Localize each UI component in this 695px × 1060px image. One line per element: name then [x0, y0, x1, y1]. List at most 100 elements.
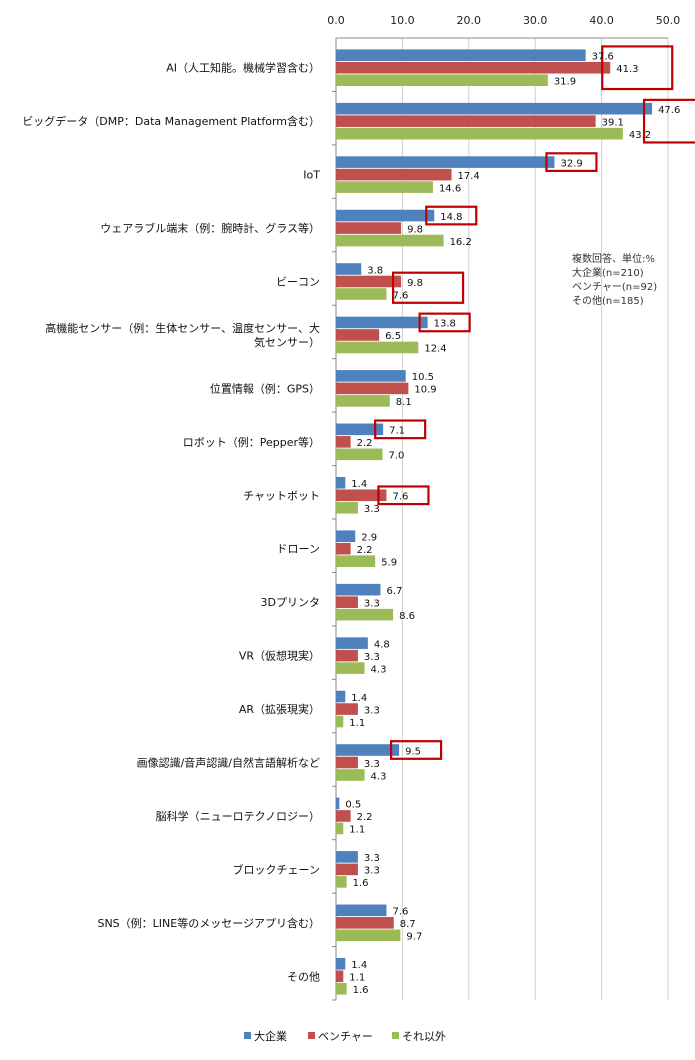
- data-label: 14.6: [439, 183, 461, 194]
- data-label: 3.8: [367, 265, 383, 276]
- highlight-box: [601, 45, 674, 91]
- data-label: 7.6: [392, 907, 408, 918]
- data-label: 6.5: [385, 331, 401, 342]
- highlight-box: [642, 98, 695, 144]
- legend-label: 大企業: [254, 1029, 287, 1043]
- bar-large-company: [336, 583, 381, 596]
- bar-other: [336, 662, 365, 674]
- bar-large-company: [336, 316, 428, 329]
- data-label: 43.2: [629, 130, 651, 141]
- data-label: 3.3: [364, 759, 380, 770]
- data-label: 3.3: [364, 853, 380, 864]
- bar-venture: [336, 703, 358, 715]
- data-label: 17.4: [458, 171, 480, 182]
- data-label: 8.6: [399, 611, 415, 622]
- data-label: 31.9: [554, 77, 576, 88]
- category-label: ドローン: [277, 543, 320, 556]
- bar-venture: [336, 329, 380, 341]
- data-label: 4.3: [371, 664, 387, 675]
- x-tick-label: 30.0: [523, 14, 548, 27]
- data-label: 1.4: [351, 960, 367, 971]
- data-label: 2.2: [357, 438, 373, 449]
- category-label: IoT: [303, 169, 320, 182]
- bar-venture: [336, 382, 409, 395]
- data-label: 4.8: [374, 639, 390, 650]
- bar-venture: [336, 970, 344, 983]
- data-label: 47.6: [658, 105, 680, 116]
- bar-venture: [336, 489, 387, 502]
- data-label: 2.2: [357, 545, 373, 556]
- bar-other: [336, 288, 387, 300]
- highlight-box: [425, 205, 478, 226]
- x-tick-label: 10.0: [390, 14, 415, 27]
- legend-label: それ以外: [402, 1030, 446, 1043]
- data-label: 1.1: [349, 718, 365, 729]
- data-label: 7.6: [392, 290, 408, 301]
- data-label: 1.1: [349, 973, 365, 984]
- data-label: 37.6: [592, 52, 614, 63]
- data-label: 0.5: [345, 800, 361, 811]
- bar-large-company: [336, 209, 435, 222]
- x-tick-label: 40.0: [589, 14, 614, 27]
- data-label: 10.5: [412, 372, 434, 383]
- highlight-box: [391, 271, 465, 304]
- bar-venture: [336, 917, 394, 929]
- annotation-line: 複数回答、単位:%: [572, 252, 655, 265]
- data-label: 13.8: [434, 319, 456, 330]
- data-label: 6.7: [386, 586, 402, 597]
- bar-other: [336, 181, 433, 193]
- category-label: VR（仮想現実）: [239, 649, 320, 663]
- highlight-box: [377, 485, 430, 506]
- bar-venture: [336, 168, 452, 181]
- bar-large-company: [336, 476, 346, 489]
- category-label: AI（人工知能。機械学習含む）: [166, 61, 320, 75]
- data-label: 7.0: [388, 451, 404, 462]
- data-label: 1.1: [349, 825, 365, 836]
- annotation-line: その他(n=185): [572, 294, 644, 307]
- legend-swatch: [392, 1032, 399, 1039]
- data-label: 39.1: [602, 117, 624, 128]
- x-tick-label: 0.0: [327, 14, 345, 27]
- bar-venture: [336, 810, 351, 822]
- data-label: 3.3: [364, 866, 380, 877]
- bar-large-company: [336, 904, 387, 917]
- legend-swatch: [308, 1032, 315, 1039]
- category-label: 画像認識/音声認識/自然言語解析など: [137, 756, 320, 770]
- bar-other: [336, 448, 383, 461]
- bar-other: [336, 341, 419, 354]
- highlight-boxes: [374, 45, 695, 760]
- category-label: 脳科学（ニューロテクノロジー）: [156, 809, 320, 823]
- category-label: ビーコン: [276, 276, 320, 289]
- bar-large-company: [336, 156, 555, 168]
- annotation-line: 大企業(n=210): [572, 266, 644, 279]
- data-label: 8.7: [400, 919, 416, 930]
- data-label: 32.9: [560, 158, 582, 169]
- category-label: ウェアラブル端末（例：腕時計、グラス等）: [100, 221, 320, 235]
- data-label: 10.9: [414, 385, 436, 396]
- data-label: 3.3: [364, 504, 380, 515]
- bar-other: [336, 982, 347, 995]
- data-label: 2.2: [357, 812, 373, 823]
- data-label: 41.3: [616, 64, 638, 75]
- bar-other: [336, 715, 344, 728]
- category-labels: AI（人工知能。機械学習含む） ビッグデータ（DMP：Data Managemen…: [22, 61, 320, 984]
- category-label: 位置情報（例：GPS）: [210, 381, 320, 395]
- bar-large-company: [336, 851, 358, 863]
- highlight-box: [374, 419, 427, 440]
- gridlines: [332, 37, 669, 1001]
- highlight-box: [418, 312, 471, 333]
- bar-large-company: [336, 49, 586, 62]
- data-label: 3.3: [364, 705, 380, 716]
- bar-large-company: [336, 637, 368, 649]
- value-labels: 37.641.3 31.9 47.6 39.1 43.2 32.9 17.414.6 14.8…: [345, 52, 680, 997]
- bar-venture: [336, 61, 611, 74]
- bar-large-company: [336, 530, 356, 543]
- category-label: チャットボット: [243, 489, 320, 502]
- bar-large-company: [336, 423, 384, 436]
- data-label: 3.3: [364, 652, 380, 663]
- bar-other: [336, 127, 623, 140]
- bar-venture: [336, 542, 351, 555]
- data-label: 9.5: [405, 746, 421, 757]
- data-label: 16.2: [450, 237, 472, 248]
- data-label: 1.4: [351, 693, 367, 704]
